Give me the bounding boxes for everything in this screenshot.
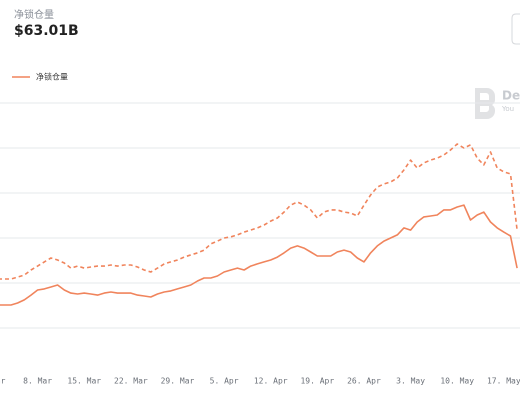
toggle-button[interactable] xyxy=(511,13,520,45)
watermark-subtext: You xyxy=(501,105,514,113)
x-tick-label: 12. Apr xyxy=(254,377,288,386)
x-tick-label: 17. May xyxy=(487,377,520,386)
x-tick-label: 8. Mar xyxy=(23,377,52,386)
series-line xyxy=(0,204,518,306)
chart-title: 净锁仓量 xyxy=(14,8,54,21)
x-tick-label: 15. Mar xyxy=(67,377,101,386)
x-tick-label: 19. Apr xyxy=(300,377,334,386)
x-tick-label: 1. Mar xyxy=(0,377,6,386)
x-tick-label: 3. May xyxy=(396,377,425,386)
watermark-text: De xyxy=(502,89,520,103)
series-line xyxy=(0,143,518,280)
x-tick-label: 22. Mar xyxy=(114,377,148,386)
legend-label: 净锁仓量 xyxy=(36,72,68,82)
x-tick-label: 10. May xyxy=(440,377,474,386)
x-tick-label: 29. Mar xyxy=(161,377,195,386)
headline-value: $63.01B xyxy=(14,23,79,39)
x-tick-label: 26. Apr xyxy=(347,377,381,386)
x-tick-label: 5. Apr xyxy=(210,377,239,386)
